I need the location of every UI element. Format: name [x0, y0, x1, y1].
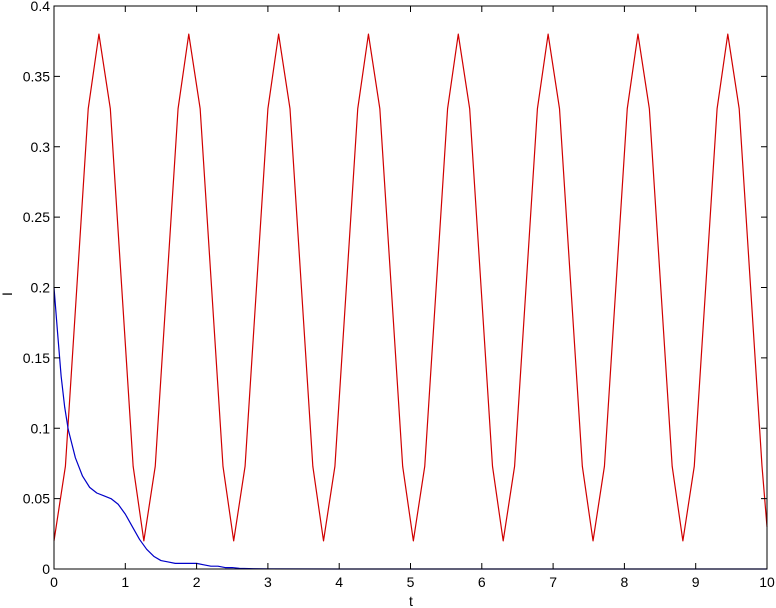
y-tick-label: 0.25 — [23, 209, 50, 225]
x-tick-label: 4 — [335, 574, 343, 590]
y-tick-label: 0.1 — [31, 420, 51, 436]
x-axis-label: t — [409, 593, 413, 608]
y-tick-label: 0 — [42, 561, 50, 577]
x-tick-label: 1 — [121, 574, 129, 590]
y-tick-label: 0.2 — [31, 280, 51, 296]
series-line-1 — [53, 33, 768, 542]
x-tick-label: 7 — [549, 574, 557, 590]
x-tick-label: 5 — [407, 574, 415, 590]
y-tick-label: 0.4 — [31, 0, 51, 14]
tick-layer: 0 1 2 3 4 5 6 7 8 9 10 0 0.05 0.1 0.15 0.2 0.25 0.3 0.35 0.… — [23, 0, 775, 590]
y-tick-label: 0.3 — [31, 139, 51, 155]
x-tick-label: 0 — [50, 574, 58, 590]
x-tick-label: 8 — [621, 574, 629, 590]
x-tick-label: 10 — [759, 574, 775, 590]
y-tick-label: 0.05 — [23, 491, 50, 507]
y-tick-label: 0.15 — [23, 350, 50, 366]
x-tick-label: 2 — [193, 574, 201, 590]
x-tick-label: 6 — [478, 574, 486, 590]
y-tick-label: 0.35 — [23, 68, 50, 84]
x-tick-label: 9 — [692, 574, 700, 590]
y-axis-label: I — [0, 292, 15, 296]
x-tick-label: 3 — [264, 574, 272, 590]
